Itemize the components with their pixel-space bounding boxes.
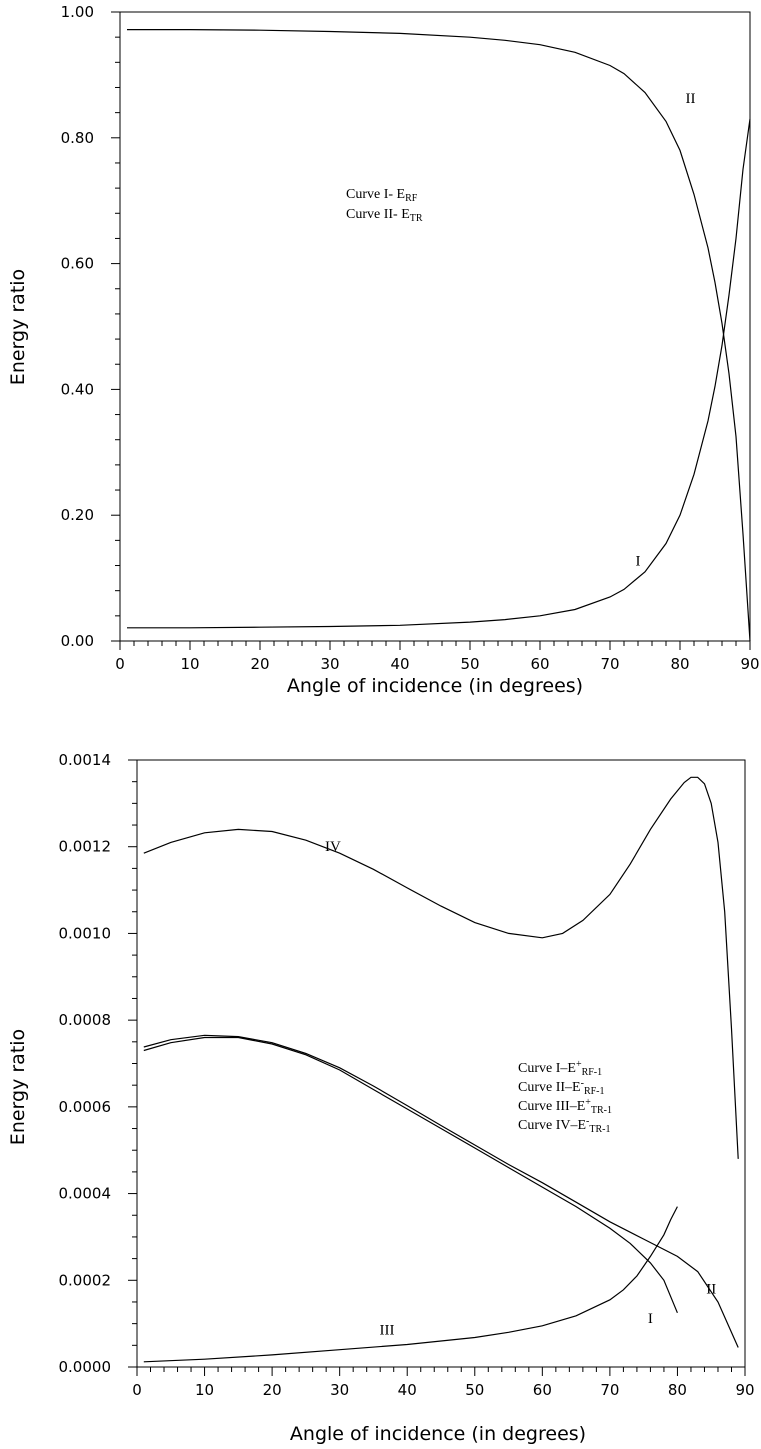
x-tick-label: 30 [330,1381,349,1399]
legend-entry-4-text: Curve IV–E [518,1118,586,1133]
x-tick-label: 20 [250,655,269,673]
chart-2-legend-entry-1: Curve I–E+RF-1 [518,1059,602,1078]
chart-2-legend-entry-3: Curve III–E+TR-1 [518,1097,612,1116]
legend-entry-4-superscript: - [586,1116,589,1127]
curve-iv [143,776,739,1159]
x-tick-label: 80 [670,655,689,673]
chart-2-legend-entry-2: Curve II–E-RF-1 [518,1078,605,1097]
x-tick-label: 0 [115,655,125,673]
chart-1-y-tick-labels: 0.00 0.20 0.40 0.60 0.80 1.00 [61,3,94,650]
y-tick-label: 0.0002 [59,1271,112,1289]
legend-entry-2-text: Curve II–E [518,1080,581,1095]
x-tick-label: 10 [195,1381,214,1399]
chart-1-legend-entry-2: Curve II- ETR [346,207,423,224]
chart-1-x-tick-labels: 0 10 20 30 40 50 60 70 80 90 [115,655,759,673]
chart-2-legend-entry-4: Curve IV–E-TR-1 [518,1116,611,1135]
x-tick-label: 50 [465,1381,484,1399]
chart-2-curves [143,776,739,1363]
y-tick-label: 0.0004 [59,1185,112,1203]
curve-label-iii: III [379,1322,394,1338]
plot-frame [119,11,751,642]
chart-1-plot-frame [119,11,751,642]
chart-2-x-tick-labels: 0 10 20 30 40 50 60 70 80 90 [132,1381,754,1399]
x-tick-label: 90 [740,655,759,673]
x-tick-label: 30 [320,655,339,673]
chart-2-plot-frame [136,759,746,1368]
x-tick-label: 40 [398,1381,417,1399]
plot-frame [136,759,746,1368]
chart-2-y-axis-title: Energy ratio [7,1029,29,1145]
x-tick-label: 50 [460,655,479,673]
chart-2-legend: Curve I–E+RF-1 Curve II–E-RF-1 Curve III… [518,1059,612,1135]
x-tick-label: 70 [600,1381,619,1399]
chart-1-x-axis-title: Angle of incidence (in degrees) [287,675,583,697]
chart-2: 0 10 20 30 40 50 60 70 80 90 0.00000.00020.00040.… [7,751,755,1445]
y-tick-label: 0.0006 [59,1098,112,1116]
curve-i [127,118,751,629]
y-tick-label: 0.0014 [59,751,112,769]
y-tick-label: 0.00 [61,632,94,650]
curve-i [143,1036,678,1314]
x-tick-label: 90 [735,1381,754,1399]
x-tick-label: 40 [390,655,409,673]
y-tick-label: 0.60 [61,255,94,273]
curve-iii [143,1206,678,1363]
curve-label-ii: II [686,91,696,107]
legend-entry-2-superscript: - [581,1078,584,1089]
legend-entry-3-text: Curve III–E [518,1099,585,1114]
legend-entry-1-superscript: + [576,1059,582,1070]
x-tick-label: 60 [533,1381,552,1399]
chart-2-y-tick-labels: 0.0000 0.0002 0.0004 0.0006 0.0008 0.0010 0.00… [59,751,112,1376]
legend-entry-2-subscript: TR [410,213,423,224]
x-tick-label: 70 [600,655,619,673]
curve-ii [127,29,751,642]
chart-1-curves [127,29,751,642]
x-tick-label: 20 [263,1381,282,1399]
legend-entry-1-text: Curve I–E [518,1061,576,1076]
chart-1: 0 10 20 30 40 50 60 70 80 90 0.00 0.20 0.40 0.60 0.80… [7,3,760,697]
curve-label-ii: II [706,1281,716,1297]
curve-ii [143,1034,739,1348]
y-tick-label: 0.0010 [59,924,112,942]
y-tick-label: 0.80 [61,129,94,147]
curve-label-i: I [636,554,641,570]
chart-1-legend-entry-1: Curve I- ERF [346,187,418,204]
y-tick-label: 0.0000 [59,1358,112,1376]
legend-entry-2-subscript: RF-1 [584,1086,605,1097]
chart-1-ticks [111,11,751,650]
chart-1-legend: Curve I- ERF Curve II- ETR [346,187,423,224]
chart-2-ticks [128,759,746,1376]
chart-1-y-axis-title: Energy ratio [7,269,29,385]
x-tick-label: 0 [132,1381,142,1399]
x-tick-label: 10 [180,655,199,673]
y-tick-label: 0.0008 [59,1011,112,1029]
y-tick-label: 0.40 [61,380,94,398]
chart-1-curve-labels: III [636,91,696,569]
curve-label-iv: IV [325,839,341,855]
legend-entry-4-subscript: TR-1 [589,1124,610,1135]
legend-entry-1-subscript: RF-1 [582,1067,603,1078]
legend-entry-2-text: Curve II- E [346,207,410,222]
x-tick-label: 60 [530,655,549,673]
legend-entry-3-superscript: + [585,1097,591,1108]
legend-entry-1-subscript: RF [405,193,418,204]
y-tick-label: 0.20 [61,506,94,524]
x-tick-label: 80 [668,1381,687,1399]
chart-2-x-axis-title: Angle of incidence (in degrees) [290,1423,586,1445]
y-tick-label: 1.00 [61,3,94,21]
legend-entry-1-text: Curve I- E [346,187,405,202]
legend-entry-3-subscript: TR-1 [591,1105,612,1116]
curve-label-i: I [648,1311,653,1327]
y-tick-label: 0.0012 [59,838,112,856]
